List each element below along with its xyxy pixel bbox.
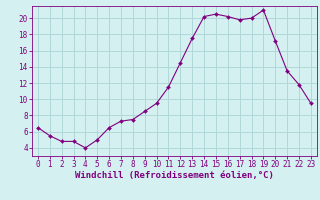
X-axis label: Windchill (Refroidissement éolien,°C): Windchill (Refroidissement éolien,°C) [75,171,274,180]
